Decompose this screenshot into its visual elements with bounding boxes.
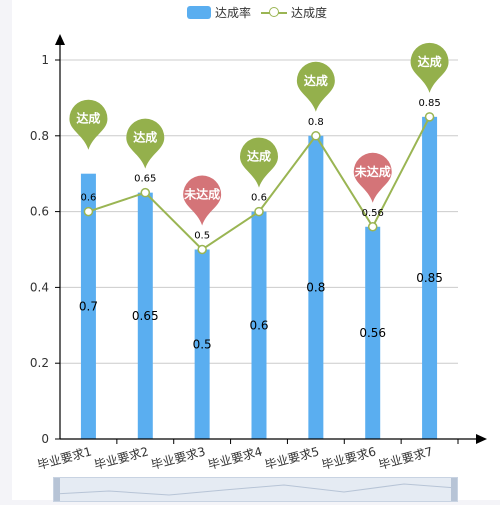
zoom-handle-left[interactable] — [54, 478, 60, 501]
legend-line-swatch — [261, 6, 288, 19]
legend-bar-swatch — [187, 5, 211, 19]
status-pin-marker — [240, 137, 278, 188]
status-pin-marker — [353, 152, 392, 203]
line-point — [311, 131, 321, 141]
line-value-label: 0.6 — [251, 193, 267, 204]
legend-line-label: 达成度 — [291, 5, 328, 20]
line-point — [254, 206, 264, 217]
data-zoom-slider[interactable] — [53, 477, 458, 502]
bar — [422, 116, 438, 439]
zoom-handle-right[interactable] — [451, 478, 457, 501]
line-point — [197, 244, 207, 255]
line-value-label: 0.85 — [418, 98, 440, 109]
x-tick-label: 毕业要求3 — [150, 444, 207, 472]
x-tick-label: 毕业要求1 — [36, 444, 93, 472]
bar-value-label: 0.5 — [193, 337, 212, 351]
status-pin-marker — [296, 61, 335, 112]
legend-item-bar[interactable]: 达成率 — [187, 4, 251, 21]
x-tick-label: 毕业要求5 — [263, 444, 320, 472]
line-point — [140, 187, 151, 198]
bar — [365, 226, 381, 439]
bar — [194, 249, 210, 439]
x-tick-label: 毕业要求7 — [377, 444, 434, 472]
bar-value-label: 0.8 — [306, 280, 325, 294]
line-point — [424, 112, 435, 122]
labels: 0.7 0.65 0.5 0.6 0.8 0.56 0.85 0.6 0.65 0.5 0.6 0.8… — [76, 54, 443, 351]
bar — [137, 192, 153, 439]
chart-legend: 达成率 达成度 — [187, 2, 337, 22]
bar — [251, 211, 267, 439]
status-pin-marker — [69, 99, 108, 150]
bar-series — [80, 116, 438, 440]
bar — [80, 173, 96, 439]
line-value-label: 0.65 — [134, 174, 156, 185]
line-series — [83, 112, 435, 255]
bar-value-label: 0.85 — [416, 271, 443, 285]
x-tick-label: 毕业要求2 — [93, 444, 150, 472]
legend-item-line[interactable]: 达成度 — [261, 4, 327, 21]
data-zoom-preview — [53, 478, 458, 501]
status-pin-marker — [183, 175, 222, 226]
status-pin-label: 未达成 — [354, 164, 391, 179]
status-pin-label: 达成 — [76, 111, 100, 126]
y-tick-label: 0.4 — [30, 280, 49, 294]
bar-value-label: 0.65 — [132, 309, 159, 323]
y-tick-label: 0.2 — [30, 356, 49, 370]
bar-value-label: 0.6 — [249, 318, 268, 332]
bar-value-label: 0.56 — [359, 326, 386, 340]
status-pins — [69, 42, 449, 226]
status-pin-label: 达成 — [133, 130, 157, 145]
line-value-label: 0.5 — [194, 231, 210, 242]
y-tick-label: 0.6 — [30, 205, 49, 219]
y-tick-label: 1 — [41, 53, 49, 67]
x-axis-arrow — [476, 434, 487, 444]
legend-bar-label: 达成率 — [215, 5, 252, 20]
x-tick-label: 毕业要求6 — [320, 444, 377, 472]
status-pin-marker — [126, 118, 165, 169]
status-pin-label: 达成 — [418, 54, 442, 69]
y-axis-arrow — [55, 34, 65, 45]
line-value-label: 0.6 — [80, 193, 96, 204]
y-tick-label: 0.8 — [30, 129, 49, 143]
line-value-label: 0.56 — [362, 208, 384, 219]
line-value-label: 0.8 — [308, 117, 324, 128]
status-pin-label: 达成 — [247, 149, 271, 164]
status-pin-label: 达成 — [304, 73, 328, 88]
line-point — [367, 222, 378, 232]
line-point — [83, 206, 94, 217]
x-tick-label: 毕业要求4 — [206, 444, 263, 472]
status-pin-label: 未达成 — [183, 187, 220, 202]
status-pin-marker — [410, 42, 449, 93]
bar — [308, 135, 324, 440]
bar-value-label: 0.7 — [79, 299, 98, 313]
y-tick-label: 0 — [41, 432, 49, 446]
